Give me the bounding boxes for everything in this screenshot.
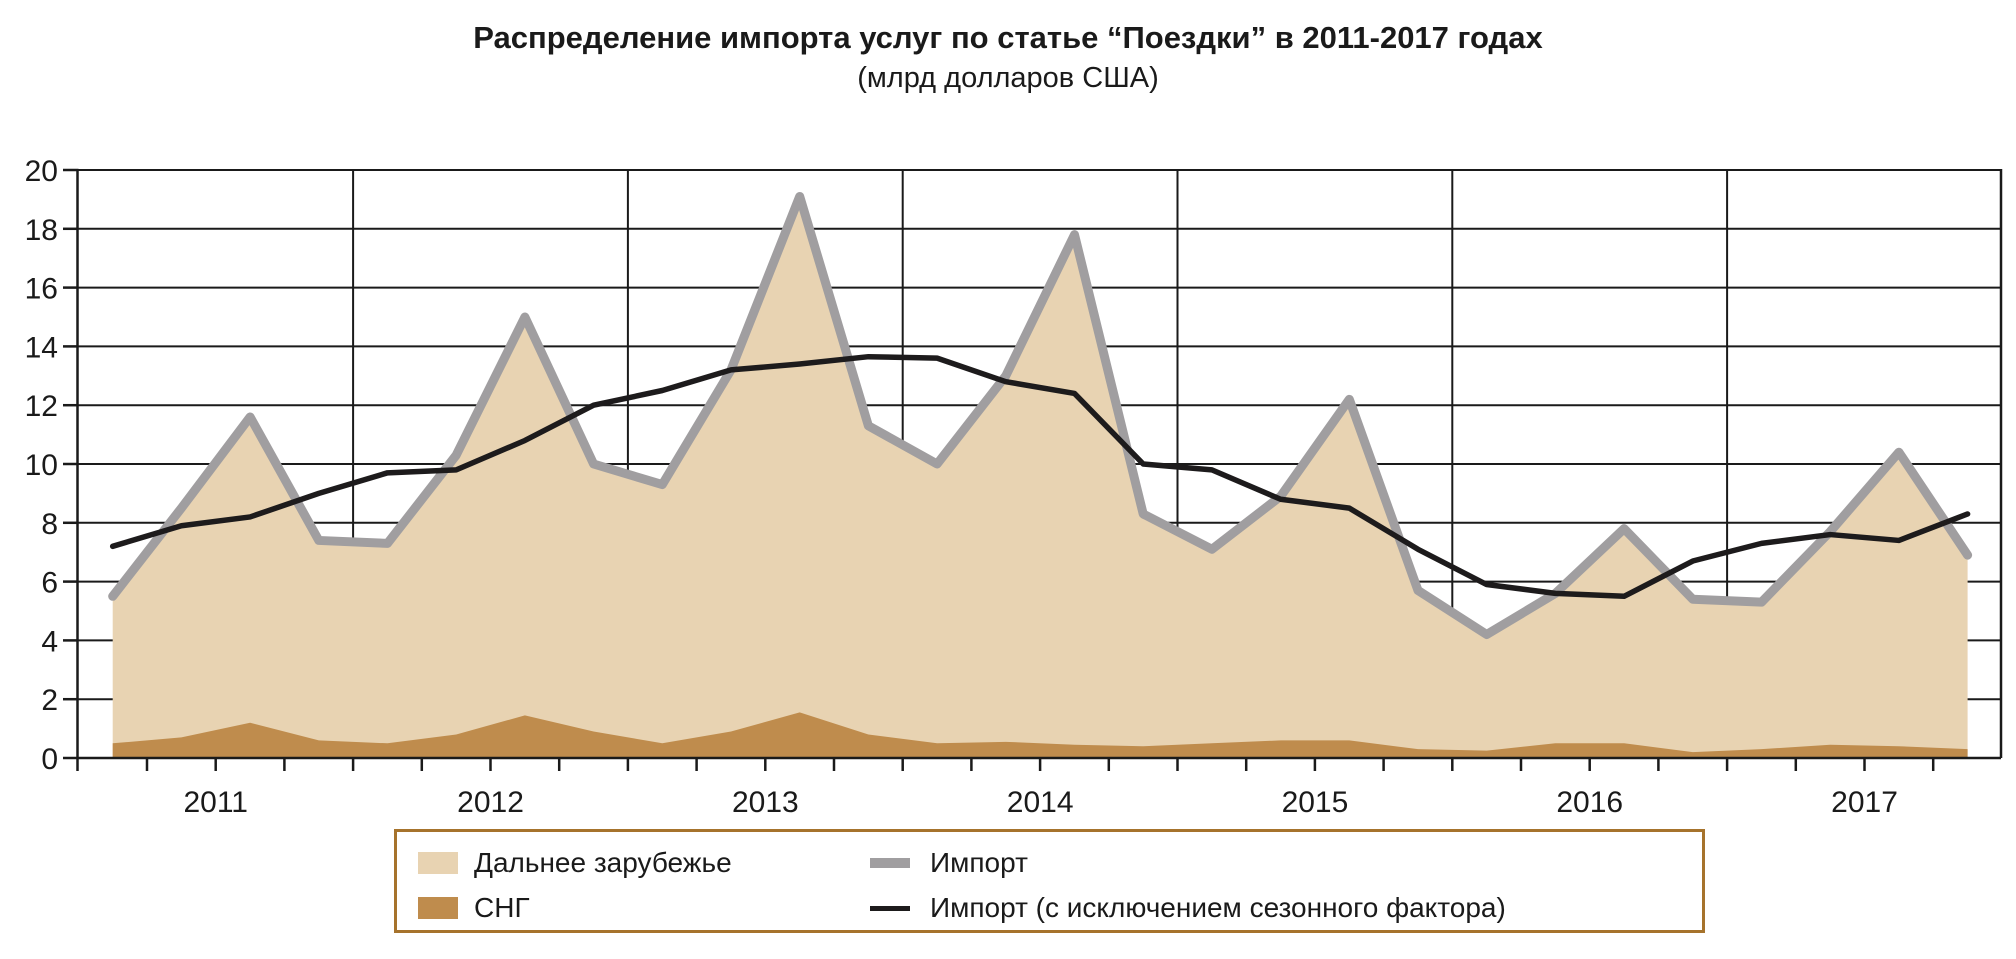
far-abroad-swatch	[418, 852, 458, 874]
legend-item-import: Импорт	[870, 847, 1028, 878]
x-axis-labels: 2011 2012 2013 2014 2015 2016 2017	[183, 786, 1897, 819]
import-line	[108, 191, 1973, 640]
x-year-label: 2011	[183, 786, 248, 819]
far-abroad-area	[112, 196, 1968, 758]
cis-area	[112, 712, 1968, 758]
x-year-label: 2013	[732, 786, 799, 819]
y-tick-label: 8	[41, 508, 58, 541]
cis-label: СНГ	[474, 892, 530, 923]
x-year-label: 2015	[1282, 786, 1349, 819]
y-tick-label: 2	[41, 684, 58, 717]
y-tick-label: 20	[25, 155, 58, 188]
y-tick-label: 10	[25, 449, 58, 482]
import-sa-label: Импорт (с исключением сезонного фактора)	[930, 892, 1506, 923]
import-seasonally-adjusted-line	[109, 353, 1971, 600]
far-abroad-label: Дальнее зарубежье	[474, 847, 732, 878]
import-label: Импорт	[930, 847, 1028, 878]
y-tick-label: 16	[25, 273, 58, 306]
x-year-label: 2012	[457, 786, 524, 819]
cis-swatch	[418, 897, 458, 919]
y-tick-label: 4	[41, 625, 58, 658]
y-tick-label: 0	[41, 743, 58, 776]
y-tick-label: 18	[25, 214, 58, 247]
import-sa-line-swatch	[870, 905, 910, 911]
legend-box: Дальнее зарубежье СНГ Импорт Импорт (с и…	[394, 829, 1705, 933]
x-axis-ticks	[145, 758, 1935, 771]
import-line-swatch	[870, 858, 910, 868]
y-tick-label: 6	[41, 567, 58, 600]
y-axis-labels: 0 2 4 6 8 10 12 14 16 18 20	[25, 155, 58, 776]
chart-title: Распределение импорта услуг по статье “П…	[473, 20, 1543, 55]
x-year-label: 2017	[1831, 786, 1898, 819]
legend-item-far-abroad: Дальнее зарубежье	[418, 847, 732, 878]
chart-subtitle: (млрд долларов США)	[857, 62, 1159, 94]
legend-item-import-sa: Импорт (с исключением сезонного фактора)	[870, 892, 1506, 923]
y-axis-ticks	[63, 168, 79, 760]
y-tick-label: 12	[25, 390, 58, 423]
x-year-label: 2014	[1007, 786, 1074, 819]
y-tick-label: 14	[25, 331, 58, 364]
legend-item-cis: СНГ	[418, 892, 530, 923]
x-year-label: 2016	[1556, 786, 1623, 819]
